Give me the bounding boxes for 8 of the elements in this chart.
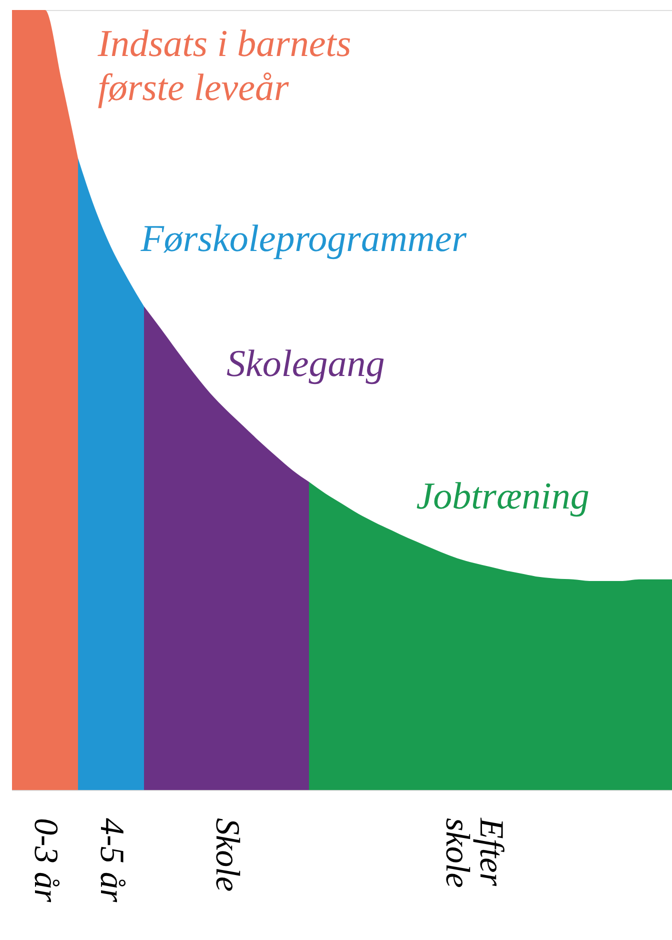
text: Efter skole [438, 817, 510, 888]
text: 4-5 år [93, 818, 130, 903]
text: Skole [208, 818, 246, 892]
text: 0-3 år [27, 818, 64, 903]
series-label: Jobtræning [416, 476, 590, 518]
series-label: Skolegang [226, 342, 385, 385]
series-label: Førskoleprogrammer [140, 218, 467, 260]
series-label: Indsats i barnets første leveår [96, 23, 352, 110]
